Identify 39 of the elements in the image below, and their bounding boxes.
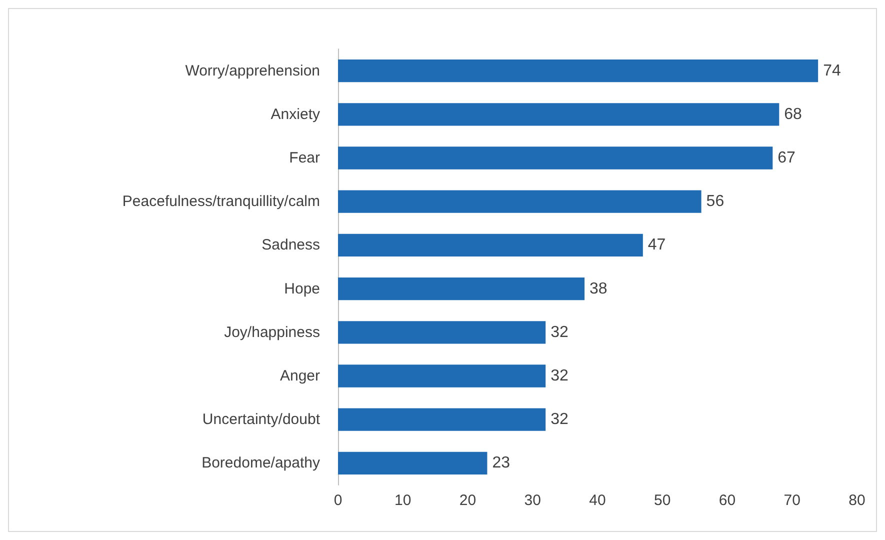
data-label: 68 <box>784 106 802 123</box>
x-tick-label: 70 <box>784 492 800 509</box>
y-tick-label: Fear <box>289 150 320 166</box>
data-label: 32 <box>550 324 568 341</box>
y-tick-label: Boredome/apathy <box>202 454 320 472</box>
bar <box>338 103 780 126</box>
x-tick-label: 30 <box>524 492 541 509</box>
data-label: 47 <box>648 236 666 254</box>
bar <box>338 59 818 82</box>
data-label: 74 <box>823 62 841 80</box>
x-tick-label: 60 <box>718 492 736 509</box>
y-tick-label: Worry/apprehension <box>185 62 320 80</box>
bar <box>338 146 773 170</box>
y-tick-label: Sadness <box>262 236 320 254</box>
bar <box>338 408 546 431</box>
data-label: 56 <box>706 193 724 210</box>
y-tick-label: Peacefulness/tranquillity/calm <box>122 193 320 210</box>
bar <box>338 364 546 388</box>
x-tick-label: 10 <box>394 492 412 509</box>
y-tick-label: Hope <box>284 280 320 298</box>
y-tick-label: Joy/happiness <box>224 324 320 341</box>
bar <box>338 190 702 213</box>
x-tick-label: 40 <box>589 492 606 509</box>
y-tick-label: Anxiety <box>270 106 320 123</box>
x-tick-label: 50 <box>654 492 671 509</box>
x-tick-label: 20 <box>459 492 476 509</box>
bar <box>338 321 546 344</box>
x-tick-label: 0 <box>334 492 342 509</box>
bar <box>338 277 585 300</box>
data-label: 67 <box>778 150 796 166</box>
bar <box>338 452 488 475</box>
data-label: 32 <box>550 368 568 384</box>
x-tick-label: 80 <box>848 492 866 509</box>
bar <box>338 234 643 257</box>
y-tick-label: Uncertainty/doubt <box>202 411 321 428</box>
data-label: 38 <box>590 280 608 298</box>
data-label: 23 <box>492 454 510 472</box>
data-label: 32 <box>550 411 568 428</box>
y-tick-label: Anger <box>280 368 320 384</box>
